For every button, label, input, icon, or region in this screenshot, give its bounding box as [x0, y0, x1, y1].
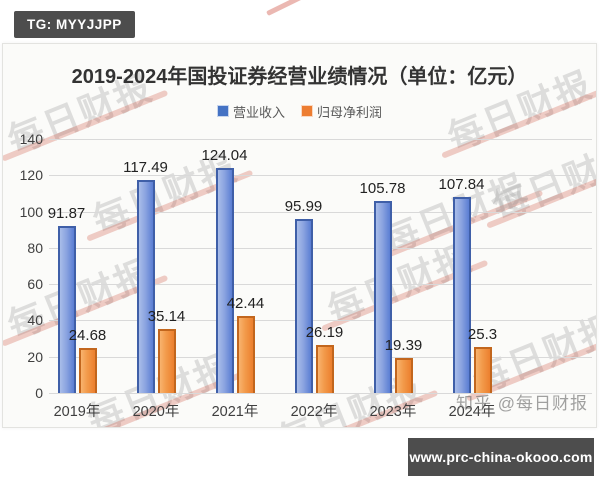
value-label: 19.39 — [384, 336, 423, 354]
bar-net-profit-2023年 — [394, 357, 413, 393]
value-label: 107.84 — [438, 176, 485, 194]
telegram-badge: TG: MYYJJPP — [14, 11, 135, 38]
x-axis-label: 2024年 — [448, 404, 496, 420]
plot-area: 0 20 40 60 80 100 120 140 91.87 24.68 2019年 117.49 3… — [20, 131, 594, 420]
value-label: 25.3 — [467, 326, 498, 344]
y-axis-label: 120 — [19, 167, 43, 184]
value-label: 95.99 — [284, 197, 323, 215]
watermark-fragment — [266, 0, 306, 16]
x-axis-label: 2023年 — [369, 404, 417, 420]
bar-net-profit-2024年 — [473, 347, 492, 393]
legend-item-revenue: 营业收入 — [216, 102, 285, 121]
gridline — [49, 393, 592, 394]
value-label: 91.87 — [47, 205, 86, 223]
value-label: 117.49 — [123, 158, 168, 176]
x-axis-label: 2020年 — [132, 404, 180, 420]
chart-card: 每日财报每日财报每日财报每日财报每日财报每日财报每日财报每日财报每日财报每日财报… — [2, 43, 597, 428]
legend-swatch-icon — [301, 105, 313, 117]
value-label: 24.68 — [68, 327, 107, 345]
value-label: 42.44 — [226, 295, 265, 312]
x-axis-label: 2022年 — [290, 404, 338, 420]
bar-revenue-2024年 — [452, 197, 471, 393]
y-axis-label: 140 — [19, 131, 43, 147]
bar-revenue-2021年 — [215, 167, 234, 393]
bar-net-profit-2021年 — [236, 316, 255, 393]
value-label: 124.04 — [201, 146, 248, 164]
bar-revenue-2023年 — [373, 201, 392, 393]
gridline — [49, 139, 592, 140]
bar-net-profit-2022年 — [315, 345, 334, 393]
y-axis-label: 40 — [27, 312, 43, 329]
value-label: 35.14 — [147, 308, 186, 326]
x-axis-label: 2021年 — [211, 404, 259, 420]
gridline — [49, 247, 592, 249]
legend-swatch-icon — [216, 105, 229, 117]
value-label: 105.78 — [359, 180, 406, 198]
chart-title: 2019-2024年国投证券经营业绩情况（单位：亿元） — [71, 66, 528, 88]
legend-label: 营业收入 — [232, 104, 285, 120]
legend-label: 归母净利润 — [317, 104, 383, 120]
x-axis-label: 2019年 — [53, 404, 101, 420]
bar-net-profit-2019年 — [78, 348, 97, 393]
gridline — [49, 320, 592, 322]
gridline — [49, 211, 592, 213]
gridline — [49, 175, 592, 177]
zhihu-watermark: 知乎 @每日财报 — [456, 394, 588, 413]
bar-revenue-2019年 — [57, 226, 76, 393]
legend-item-net-profit: 归母净利润 — [301, 102, 382, 121]
bar-revenue-2022年 — [294, 218, 313, 393]
bar-net-profit-2020年 — [157, 329, 176, 393]
value-label: 26.19 — [305, 324, 344, 342]
y-axis-label: 60 — [27, 276, 43, 293]
y-axis-label: 0 — [35, 385, 43, 401]
legend: 营业收入 归母净利润 — [3, 102, 596, 120]
url-banner: www.prc-china-okooo.com — [408, 438, 594, 476]
y-axis-label: 100 — [19, 203, 43, 220]
gridline — [49, 284, 592, 286]
y-axis-label: 80 — [27, 239, 43, 256]
bar-revenue-2020年 — [136, 179, 155, 393]
y-axis-label: 20 — [27, 348, 43, 365]
